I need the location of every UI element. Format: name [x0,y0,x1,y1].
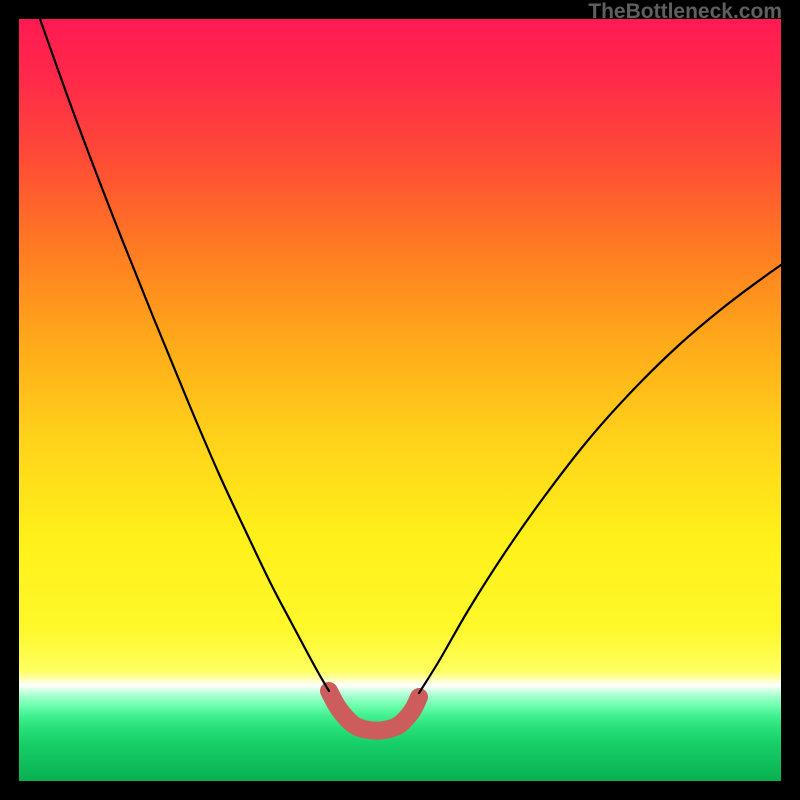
chart-frame: TheBottleneck.com [0,0,800,800]
curve-left [40,19,329,691]
curves-svg [19,19,781,781]
watermark-text: TheBottleneck.com [588,0,782,24]
plot-area [19,19,781,781]
curve-right [419,265,781,693]
valley-highlight [329,691,419,731]
